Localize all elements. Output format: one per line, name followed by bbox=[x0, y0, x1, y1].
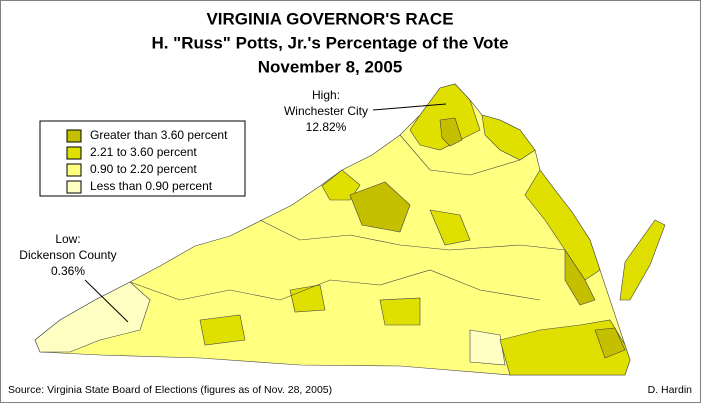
region bbox=[481, 114, 536, 161]
title-line: H. "Russ" Potts, Jr.'s Percentage of the… bbox=[151, 33, 508, 52]
map bbox=[34, 83, 666, 376]
legend-swatch bbox=[66, 129, 82, 143]
author: D. Hardin bbox=[648, 384, 693, 396]
leader-line bbox=[372, 103, 447, 111]
eastern-shore bbox=[619, 219, 666, 301]
legend-label: 2.21 to 3.60 percent bbox=[90, 145, 197, 159]
region bbox=[524, 169, 601, 281]
annotation-high: High: Winchester City 12.82% bbox=[284, 88, 447, 134]
legend-label: Greater than 3.60 percent bbox=[90, 128, 228, 142]
region bbox=[34, 281, 151, 353]
region bbox=[439, 117, 463, 147]
annotation-low: Low: Dickenson County 0.36% bbox=[19, 232, 129, 323]
legend: Greater than 3.60 percent 2.21 to 3.60 pe… bbox=[66, 128, 228, 194]
region bbox=[594, 327, 626, 359]
annotation: 0.36% bbox=[51, 264, 85, 278]
title-line: November 8, 2005 bbox=[258, 57, 403, 76]
region bbox=[321, 169, 361, 201]
legend-label: Less than 0.90 percent bbox=[90, 179, 213, 193]
region bbox=[349, 181, 411, 233]
annotation: Dickenson County bbox=[19, 248, 116, 262]
county-line bbox=[399, 134, 521, 176]
annotation: Winchester City bbox=[284, 104, 368, 118]
region bbox=[409, 83, 481, 151]
region bbox=[199, 314, 246, 346]
annotation: High: bbox=[312, 88, 340, 102]
region bbox=[429, 209, 471, 246]
legend-swatch bbox=[66, 180, 82, 194]
annotation: 12.82% bbox=[306, 120, 347, 134]
region bbox=[469, 329, 506, 366]
legend-swatch bbox=[66, 163, 82, 177]
leader-line bbox=[84, 279, 129, 323]
source: Source: Virginia State Board of Election… bbox=[8, 384, 332, 396]
legend-label: 0.90 to 2.20 percent bbox=[90, 162, 197, 176]
title-line: VIRGINIA GOVERNOR'S RACE bbox=[206, 9, 453, 28]
region bbox=[289, 284, 326, 313]
region bbox=[379, 297, 421, 326]
county-line bbox=[129, 269, 541, 301]
region bbox=[564, 249, 596, 306]
legend-swatch bbox=[66, 146, 82, 160]
annotation: Low: bbox=[55, 232, 80, 246]
county-line bbox=[259, 219, 566, 251]
